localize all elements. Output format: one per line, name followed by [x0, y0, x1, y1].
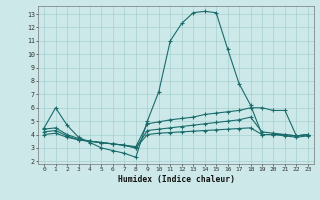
X-axis label: Humidex (Indice chaleur): Humidex (Indice chaleur)	[117, 175, 235, 184]
